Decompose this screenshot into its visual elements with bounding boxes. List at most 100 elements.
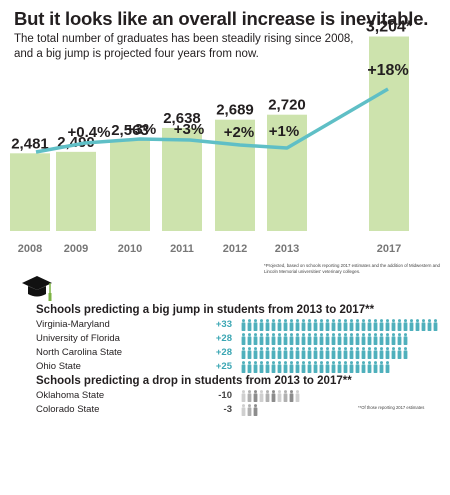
change-label-5: +1%: [269, 123, 299, 140]
person-icon: [307, 347, 312, 359]
person-icon: [283, 361, 288, 373]
person-icon: [313, 347, 318, 359]
person-icon: [271, 361, 276, 373]
person-icon: [241, 333, 246, 345]
person-icon: [427, 319, 432, 331]
person-icon: [355, 361, 360, 373]
person-icon: [367, 347, 372, 359]
school-name: Colorado State: [36, 404, 100, 415]
school-name: Oklahoma State: [36, 390, 105, 401]
person-icon: [403, 333, 408, 345]
person-icon: [271, 319, 276, 331]
x-tick-2017: 2017: [377, 243, 401, 255]
person-icon: [403, 347, 408, 359]
graduation-cap-icon: [22, 276, 52, 301]
person-icon: [343, 319, 348, 331]
person-icon: [379, 361, 384, 373]
student-icons: [241, 390, 300, 402]
person-icon: [313, 361, 318, 373]
person-icon: [433, 319, 438, 331]
change-label-4: +2%: [224, 124, 254, 141]
person-icon: [337, 319, 342, 331]
bar-2008: [10, 153, 50, 231]
person-icon: [241, 319, 246, 331]
person-icon: [253, 404, 258, 416]
school-row: Virginia-Maryland +33: [36, 319, 438, 331]
person-icon: [349, 347, 354, 359]
person-icon: [289, 361, 294, 373]
person-icon: [265, 333, 270, 345]
student-change-value: +33: [215, 319, 232, 330]
person-icon: [289, 333, 294, 345]
person-icon: [391, 333, 396, 345]
person-icon: [247, 319, 252, 331]
person-icon: [319, 361, 324, 373]
person-icon: [349, 319, 354, 331]
person-icon: [247, 347, 252, 359]
value-label-2010: 2,563: [111, 122, 149, 139]
person-icon: [361, 333, 366, 345]
person-icon: [355, 347, 360, 359]
change-label-3: +3%: [174, 121, 204, 138]
person-icon: [379, 347, 384, 359]
person-icon: [391, 319, 396, 331]
person-icon: [241, 347, 246, 359]
bar-2012: [215, 119, 255, 231]
bar-2017: [369, 36, 409, 231]
student-icons: [241, 347, 408, 359]
school-row: Ohio State +25: [36, 361, 436, 373]
person-icon: [403, 319, 408, 331]
person-icon: [313, 319, 318, 331]
x-tick-2012: 2012: [223, 243, 247, 255]
value-label-2013: 2,720: [268, 97, 306, 114]
bar-2010: [110, 140, 150, 231]
person-icon: [343, 361, 348, 373]
person-icon: [259, 390, 264, 402]
person-icon: [355, 333, 360, 345]
person-icon: [349, 333, 354, 345]
person-icon: [385, 333, 390, 345]
person-icon: [295, 333, 300, 345]
person-icon: [283, 319, 288, 331]
person-icon: [265, 347, 270, 359]
person-icon: [361, 319, 366, 331]
student-icons: [241, 333, 408, 345]
person-icon: [265, 390, 270, 402]
person-icon: [391, 347, 396, 359]
person-icon: [331, 319, 336, 331]
person-icon: [277, 347, 282, 359]
person-icon: [367, 333, 372, 345]
person-icon: [307, 319, 312, 331]
person-icon: [259, 347, 264, 359]
person-icon: [379, 333, 384, 345]
person-icon: [289, 347, 294, 359]
person-icon: [241, 390, 246, 402]
person-icon: [259, 361, 264, 373]
person-icon: [253, 319, 258, 331]
person-icon: [277, 333, 282, 345]
school-row: North Carolina State +28: [36, 347, 436, 359]
person-icon: [271, 333, 276, 345]
value-label-2008: 2,481: [11, 135, 49, 152]
person-icon: [409, 319, 414, 331]
growth-section-title: Schools predicting a big jump in student…: [36, 304, 375, 316]
person-icon: [355, 319, 360, 331]
value-label-2011: 2,638: [163, 110, 201, 127]
person-icon: [295, 319, 300, 331]
person-icon: [379, 319, 384, 331]
school-name: University of Florida: [36, 333, 120, 344]
person-icon: [289, 319, 294, 331]
bar-2009: [56, 151, 96, 231]
person-icon: [301, 319, 306, 331]
person-icon: [319, 347, 324, 359]
person-icon: [307, 333, 312, 345]
subtitle-line-1: The total number of graduates has been s…: [14, 33, 354, 45]
person-icon: [283, 333, 288, 345]
person-icon: [271, 390, 276, 402]
person-icon: [385, 319, 390, 331]
person-icon: [313, 333, 318, 345]
person-icon: [283, 347, 288, 359]
person-icon: [319, 319, 324, 331]
person-icon: [265, 361, 270, 373]
person-icon: [283, 390, 288, 402]
